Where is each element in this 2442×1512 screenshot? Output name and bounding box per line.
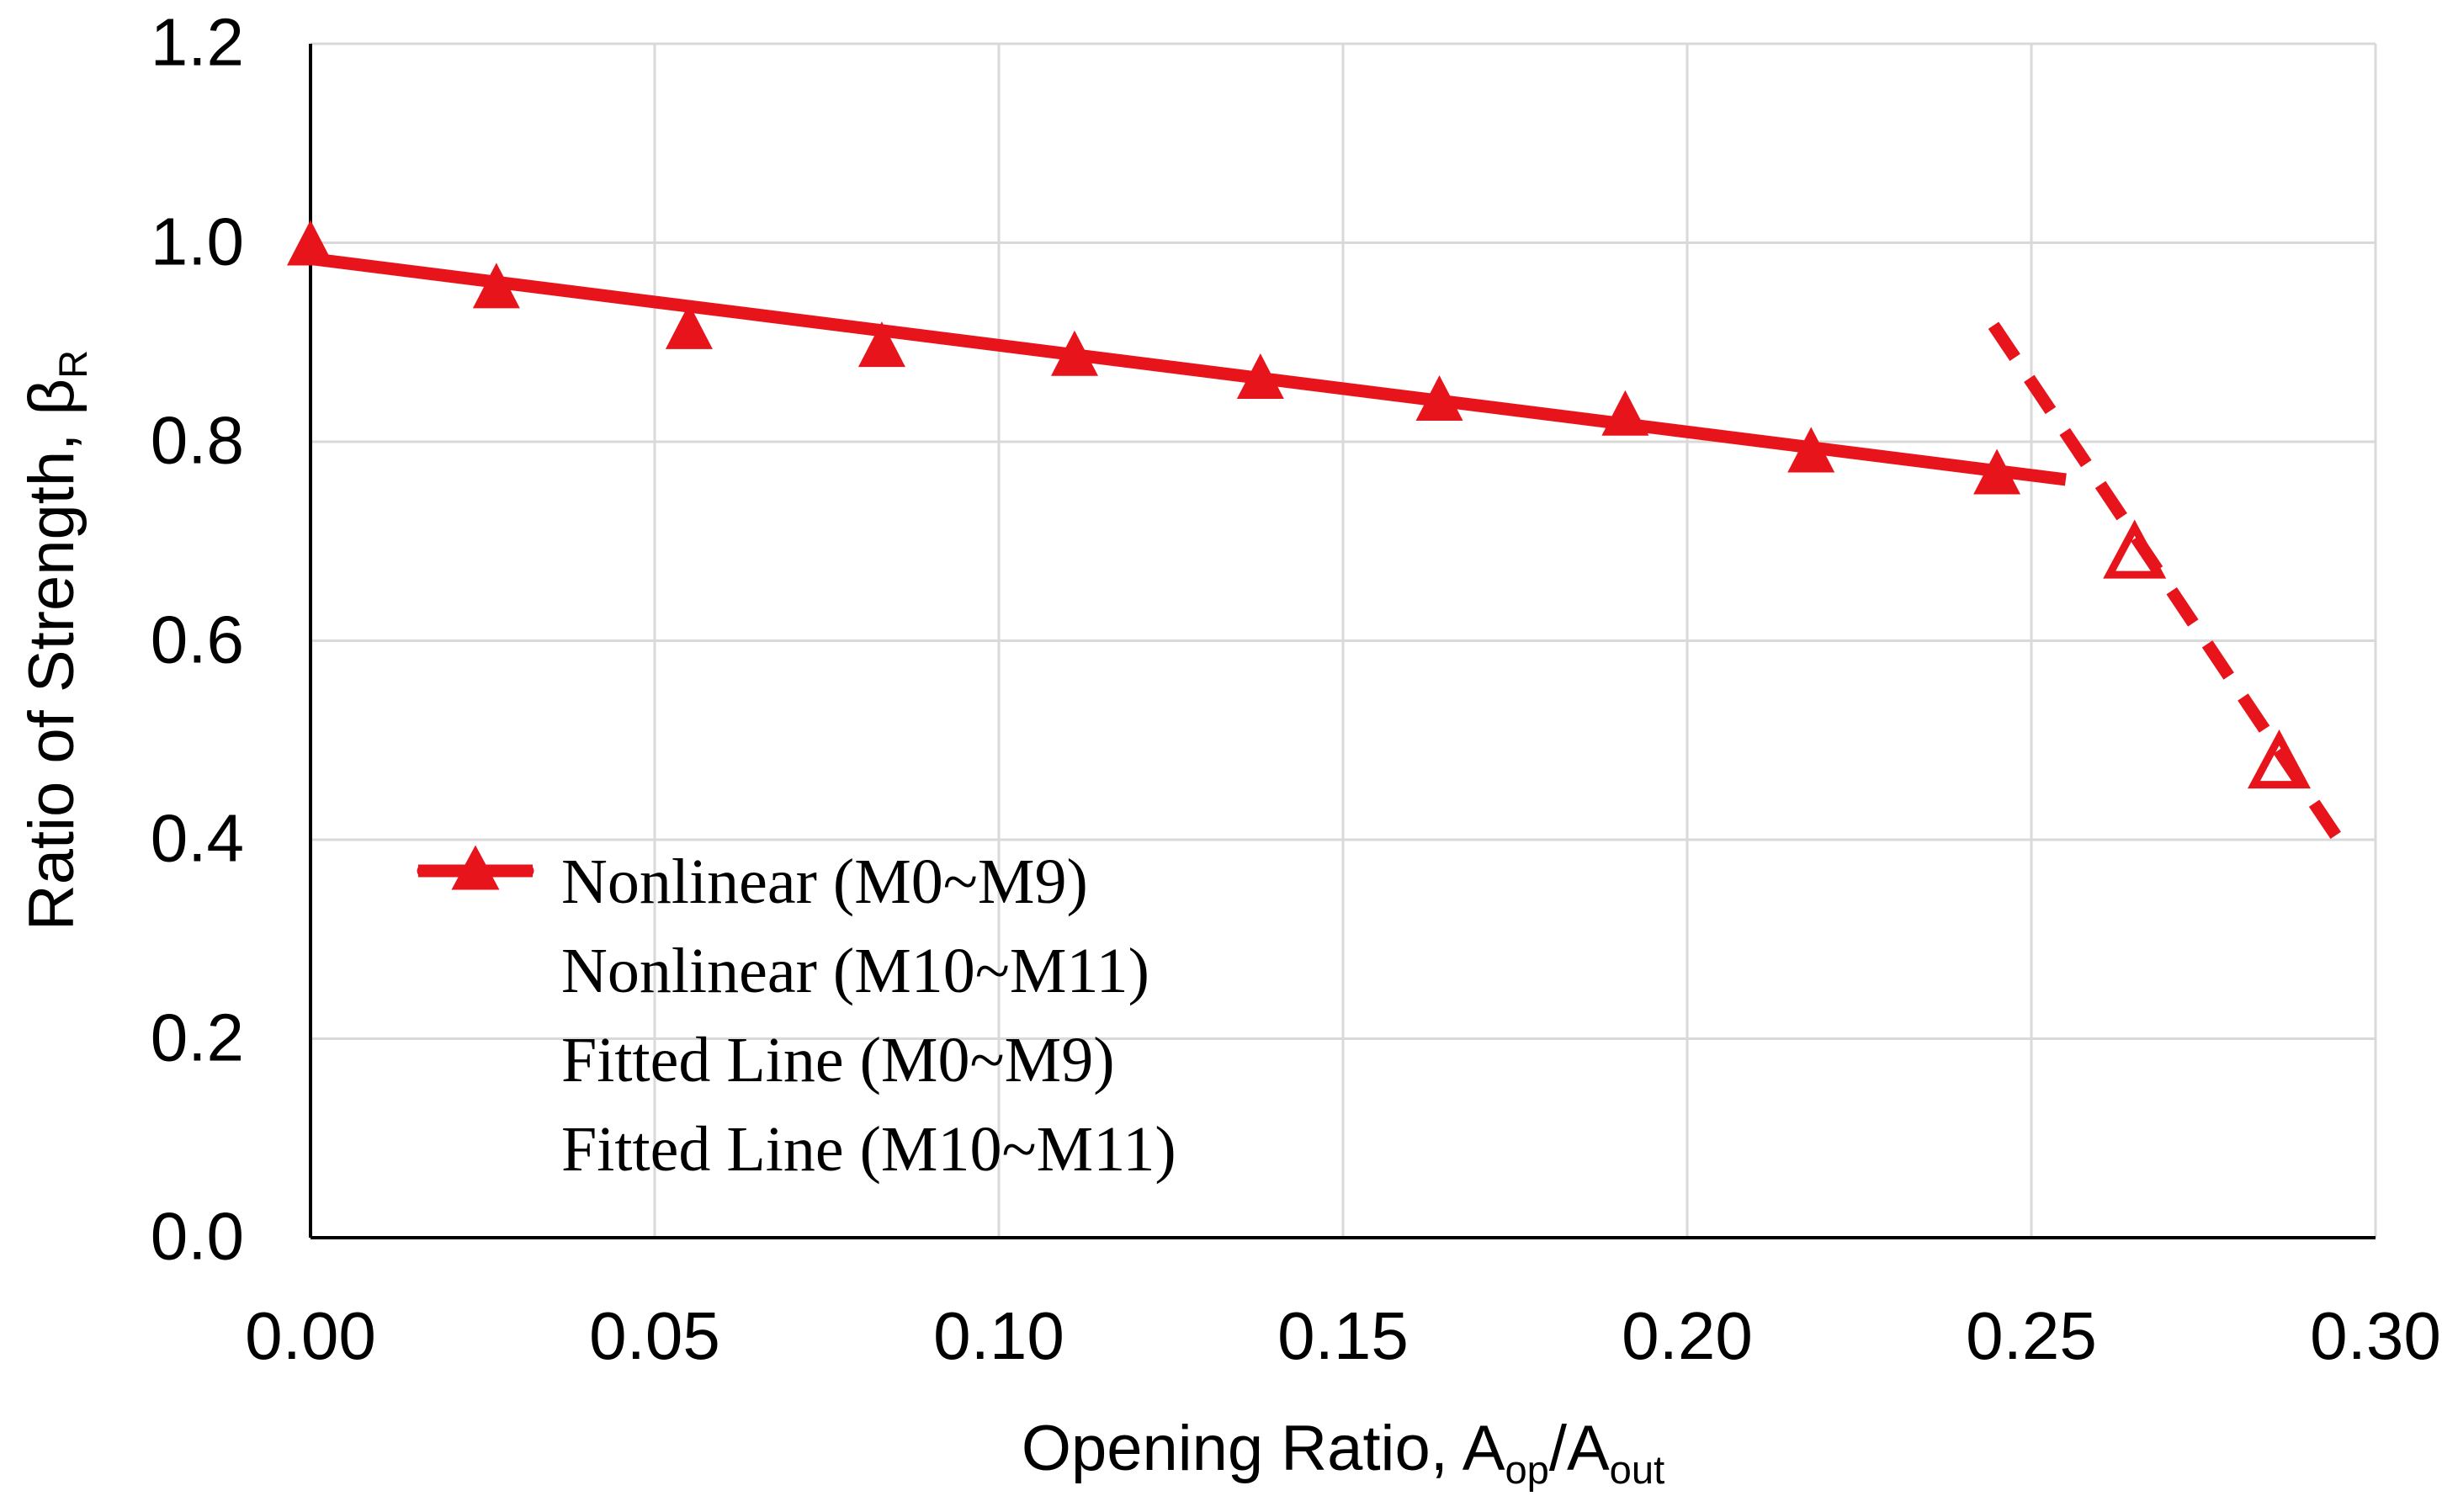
triangle-open-icon xyxy=(417,845,534,1005)
data-point-triangle-filled xyxy=(857,321,905,368)
y-tick-label: 1.0 xyxy=(150,203,244,279)
data-point-triangle-filled xyxy=(472,263,520,309)
legend-label: Nonlinear (M10~M11) xyxy=(561,936,1149,1006)
plot-canvas xyxy=(287,42,2377,1239)
x-tick-label: 0.15 xyxy=(1277,1298,1409,1373)
data-point-triangle-filled xyxy=(1973,448,2021,495)
legend-item-fitted-line-m10-m11: Fitted Line (M10~M11) xyxy=(417,864,1176,1194)
y-tick-label: 0.4 xyxy=(150,800,244,876)
data-point-triangle-open xyxy=(2247,729,2311,789)
x-axis-title-subscript-op: op xyxy=(1505,1447,1549,1493)
x-axis-title-text: Opening Ratio, A xyxy=(1021,1413,1505,1484)
x-axis-title-text-2: /A xyxy=(1548,1413,1610,1484)
data-point-triangle-filled xyxy=(1050,330,1098,376)
data-point-triangle-filled xyxy=(1787,427,1835,473)
x-tick-label: 0.00 xyxy=(245,1298,376,1373)
y-tick-label: 0.8 xyxy=(150,402,244,478)
data-point-triangle-filled xyxy=(665,303,713,349)
x-tick-label: 0.10 xyxy=(933,1298,1064,1373)
data-point-triangle-filled xyxy=(1601,390,1649,436)
x-tick-label: 0.30 xyxy=(2310,1298,2441,1373)
legend-label: Nonlinear (M0~M9) xyxy=(561,846,1088,917)
solid-line-icon xyxy=(417,864,534,1094)
data-point-triangle-open xyxy=(2103,519,2167,579)
x-tick-label: 0.05 xyxy=(589,1298,720,1373)
legend-item-nonlinear-m0-m9: Nonlinear (M0~M9) xyxy=(417,837,1176,926)
x-tick-label: 0.20 xyxy=(1622,1298,1753,1373)
fitted-line-dashed xyxy=(1988,321,2354,857)
y-tick-label: 0.0 xyxy=(150,1198,244,1274)
dashed-line-icon xyxy=(417,864,534,1183)
y-axis-title-subscript: R xyxy=(50,349,96,379)
y-tick-label: 0.2 xyxy=(150,999,244,1074)
x-tick-label: 0.25 xyxy=(1966,1298,2097,1373)
legend-item-nonlinear-m10-m11: Nonlinear (M10~M11) xyxy=(417,845,1176,1016)
data-point-triangle-filled xyxy=(287,220,334,266)
plot-area: Nonlinear (M0~M9) Nonlinear (M10~M11) Fi… xyxy=(287,42,2377,1239)
y-tick-label: 0.6 xyxy=(150,601,244,676)
y-tick-label: 1.2 xyxy=(150,4,244,80)
legend-label: Fitted Line (M10~M11) xyxy=(561,1114,1176,1185)
legend-label: Fitted Line (M0~M9) xyxy=(561,1025,1115,1096)
legend-item-fitted-line-m0-m9: Fitted Line (M0~M9) xyxy=(417,864,1176,1105)
data-point-triangle-filled xyxy=(1236,353,1284,399)
x-axis-title-subscript-out: out xyxy=(1609,1447,1665,1493)
fitted-line-solid xyxy=(310,252,2067,486)
data-point-triangle-filled xyxy=(1415,374,1463,421)
legend: Nonlinear (M0~M9) Nonlinear (M10~M11) Fi… xyxy=(417,837,1176,1194)
x-axis-title: Opening Ratio, Aop/Aout xyxy=(1022,1417,1664,1490)
